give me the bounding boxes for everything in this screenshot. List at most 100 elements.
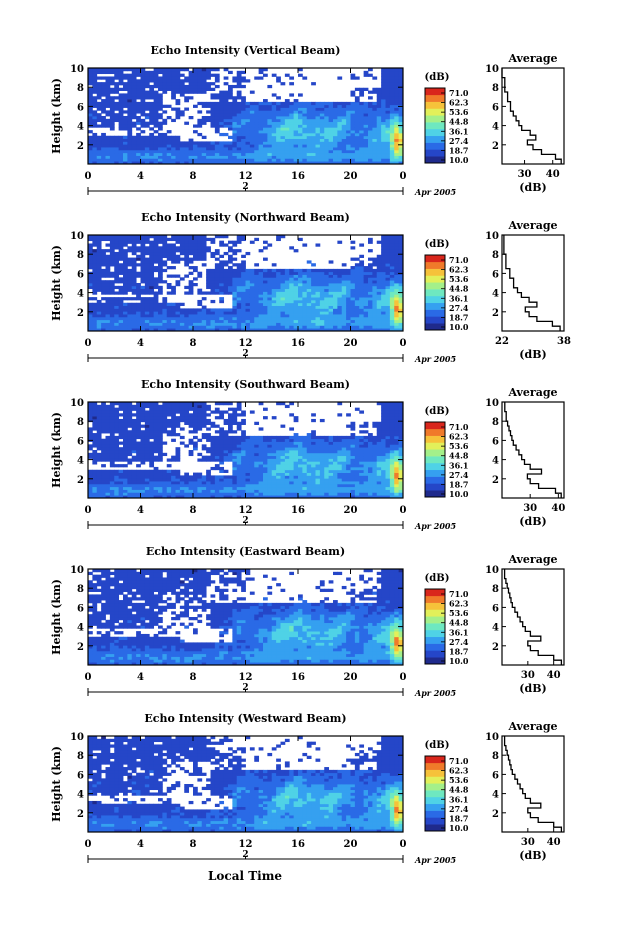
heatmap-cell: [105, 68, 111, 72]
heatmap-cell: [280, 291, 286, 295]
heatmap-cell: [298, 288, 303, 292]
heatmap-cell: [140, 424, 146, 428]
heatmap-cell: [175, 101, 181, 106]
heatmap-cell: [254, 450, 260, 454]
heatmap-cell: [359, 280, 365, 284]
heatmap-cell: [214, 495, 220, 498]
heatmap-cell: [118, 141, 124, 145]
heatmap-cell: [158, 407, 163, 411]
heatmap-cell: [210, 492, 216, 496]
heatmap-cell: [214, 475, 220, 479]
heatmap-cell: [315, 325, 321, 329]
heatmap-cell: [214, 447, 220, 451]
heatmap-cell: [337, 118, 343, 123]
heatmap-cell: [118, 70, 124, 75]
heatmap-cell: [118, 110, 124, 114]
heatmap-cell: [171, 416, 176, 420]
heatmap-cell: [271, 316, 277, 321]
heatmap-cell: [298, 314, 303, 318]
heatmap-cell: [324, 294, 330, 298]
heatmap-cell: [368, 113, 373, 117]
heatmap-cell: [284, 302, 290, 306]
heatmap-cell: [271, 461, 277, 465]
heatmap-cell: [333, 302, 338, 306]
heatmap-cell: [197, 489, 203, 493]
heatmap-cell: [284, 152, 290, 156]
panel-1: Echo Intensity (Northward Beam)246810Hei…: [50, 211, 571, 364]
heatmap-cell: [346, 308, 351, 312]
heatmap-cell: [184, 90, 190, 94]
heatmap-cell: [153, 325, 159, 329]
heatmap-cell: [127, 325, 133, 329]
heatmap-cell: [293, 107, 299, 111]
heatmap-cell: [376, 144, 382, 148]
heatmap-cell: [109, 90, 115, 94]
heatmap-cell: [210, 455, 216, 459]
heatmap-cell: [131, 90, 137, 94]
heatmap-cell: [88, 319, 93, 323]
heatmap-cell: [101, 84, 106, 89]
heatmap-cell: [236, 237, 242, 242]
heatmap-cell: [223, 435, 229, 440]
heatmap-cell: [197, 316, 203, 321]
heatmap-cell: [123, 430, 128, 434]
heatmap-cell: [118, 478, 124, 482]
heatmap-cell: [149, 285, 155, 290]
heatmap-cell: [123, 435, 128, 440]
heatmap-cell: [372, 308, 378, 312]
heatmap-cell: [105, 283, 111, 287]
heatmap-cell: [88, 70, 93, 75]
heatmap-cell: [149, 413, 155, 417]
heatmap-cell: [223, 433, 229, 437]
heatmap-cell: [166, 305, 172, 309]
heatmap-cell: [359, 316, 365, 321]
heatmap-cell: [381, 130, 386, 134]
heatmap-cell: [368, 302, 373, 306]
heatmap-cell: [315, 302, 321, 306]
heatmap-cell: [123, 489, 128, 493]
heatmap-cell: [210, 325, 216, 329]
heatmap-cell: [271, 322, 277, 326]
heatmap-cell: [337, 104, 343, 108]
heatmap-cell: [136, 297, 141, 301]
heatmap-cell: [188, 430, 194, 434]
heatmap-cell: [354, 118, 360, 123]
heatmap-cell: [228, 90, 233, 94]
heatmap-cell: [359, 107, 365, 111]
heatmap-cell: [258, 319, 264, 323]
heatmap-cell: [232, 240, 238, 244]
heatmap-cell: [372, 138, 378, 142]
heatmap-cell: [385, 271, 391, 275]
heatmap-cell: [101, 311, 106, 315]
heatmap-cell: [328, 132, 334, 137]
heatmap-cell: [123, 322, 128, 326]
heatmap-cell: [245, 149, 251, 154]
heatmap-cell: [376, 240, 382, 244]
heatmap-cell: [96, 118, 102, 123]
heatmap-cell: [223, 161, 229, 164]
heatmap-cell: [385, 254, 391, 258]
heatmap-cell: [105, 314, 111, 318]
heatmap-cell: [201, 413, 207, 417]
heatmap-cell: [245, 444, 251, 448]
heatmap-cell: [284, 99, 290, 103]
heatmap-cell: [223, 141, 229, 145]
heatmap-cell: [258, 283, 264, 287]
heatmap-cell: [263, 486, 268, 490]
heatmap-cell: [368, 73, 373, 77]
heatmap-cell: [284, 147, 290, 151]
heatmap-cell: [249, 271, 255, 275]
heatmap-cell: [245, 155, 251, 159]
heatmap-cell: [140, 452, 146, 457]
heatmap-cell: [232, 274, 238, 278]
heatmap-cell: [158, 96, 163, 100]
heatmap-cell: [127, 311, 133, 315]
heatmap-cell: [96, 299, 102, 304]
heatmap-cell: [354, 124, 360, 128]
heatmap-cell: [236, 96, 242, 100]
heatmap-cell: [118, 486, 124, 490]
heatmap-cell: [184, 249, 190, 253]
heatmap-cell: [389, 149, 395, 154]
heatmap-cell: [105, 478, 111, 482]
heatmap-cell: [376, 132, 382, 137]
